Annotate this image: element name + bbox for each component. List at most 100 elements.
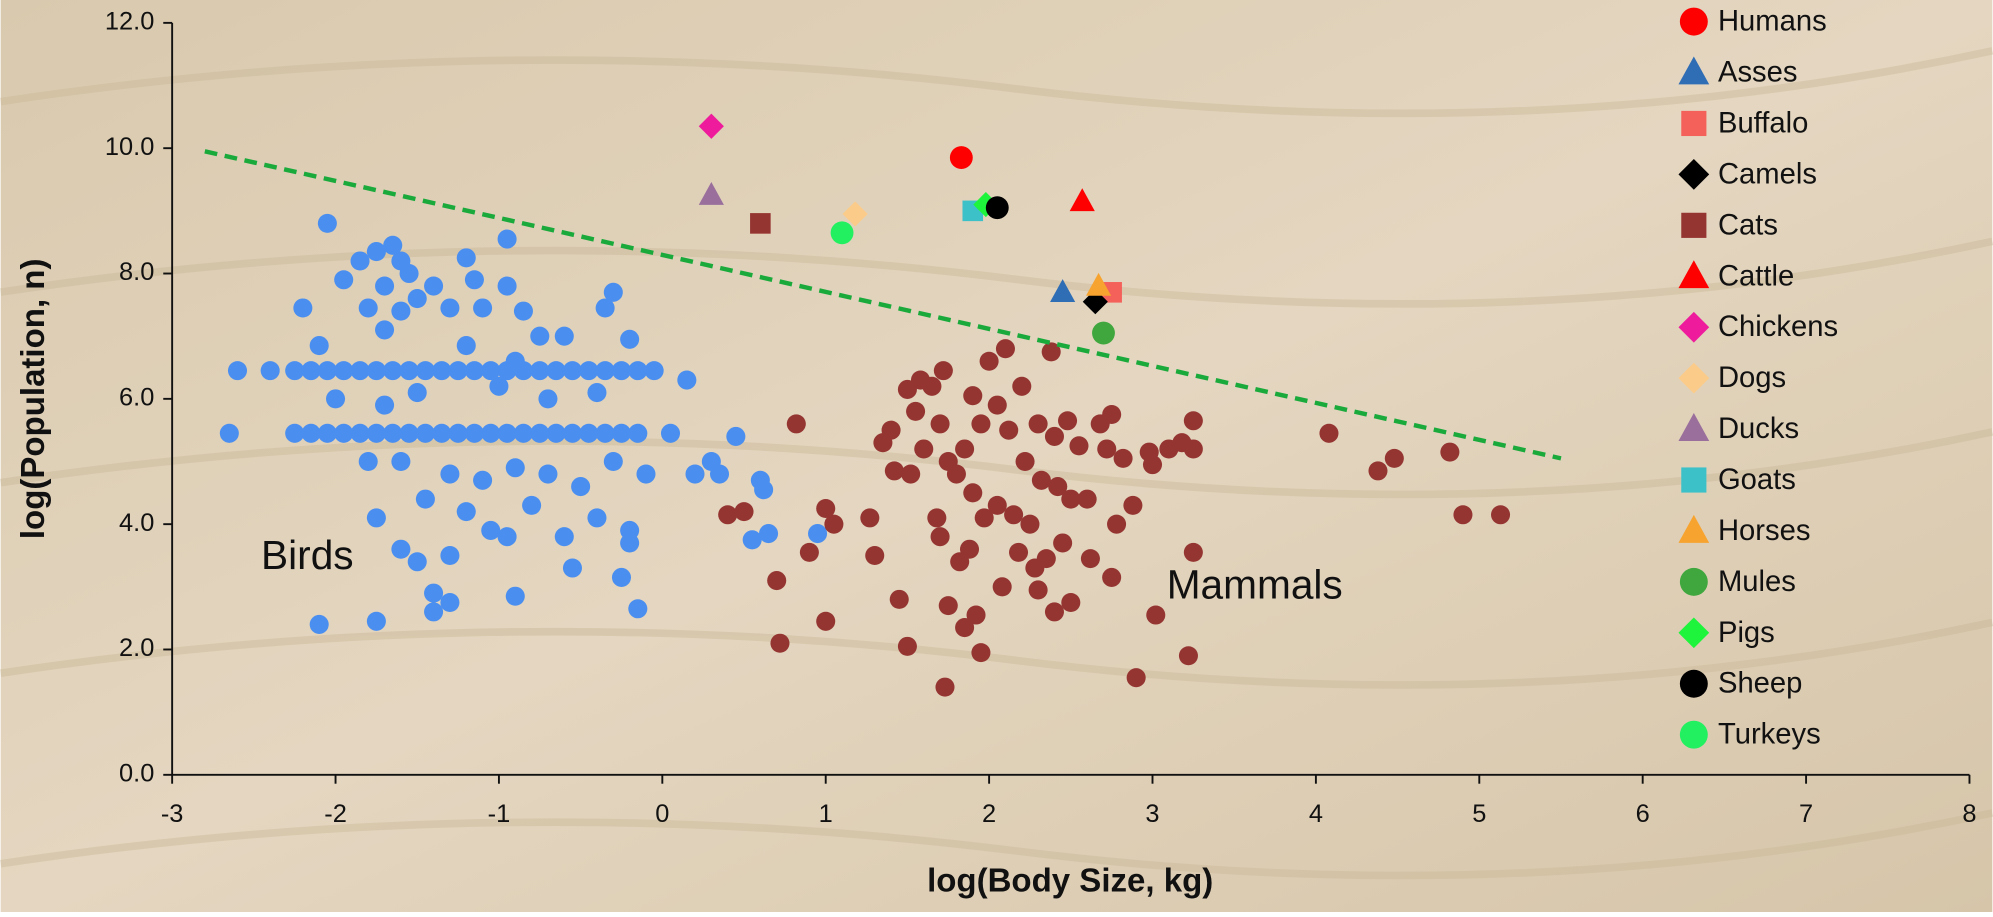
y-tick-label: 4.0 xyxy=(119,509,154,537)
data-point xyxy=(334,423,354,443)
data-point xyxy=(350,361,370,381)
data-point xyxy=(1102,404,1122,425)
data-point xyxy=(644,361,664,381)
legend-marker xyxy=(1678,260,1710,289)
data-point xyxy=(865,545,885,566)
data-point xyxy=(955,618,975,638)
data-point xyxy=(628,423,648,443)
data-point xyxy=(759,524,779,544)
data-point xyxy=(391,451,411,472)
data-point xyxy=(285,423,305,443)
y-tick-label: 2.0 xyxy=(119,634,154,662)
data-point xyxy=(963,483,983,503)
x-tick-label: 2 xyxy=(982,800,996,828)
data-point xyxy=(974,508,994,528)
data-point xyxy=(1183,439,1203,459)
data-point xyxy=(456,248,476,268)
x-axis-title: log(Body Size, kg) xyxy=(927,862,1213,899)
x-tick-label: 5 xyxy=(1472,800,1486,828)
data-point xyxy=(1077,489,1097,509)
annotation: Mammals xyxy=(1167,561,1343,607)
data-point xyxy=(595,423,615,443)
legend-marker xyxy=(1678,617,1710,649)
data-point xyxy=(407,552,427,572)
data-point xyxy=(227,361,248,381)
data-point xyxy=(1069,436,1089,456)
data-point xyxy=(383,423,403,443)
y-tick-label: 6.0 xyxy=(119,384,154,412)
data-point xyxy=(366,423,386,443)
data-point xyxy=(1080,549,1100,569)
data-point xyxy=(317,423,337,443)
data-point xyxy=(285,361,305,381)
data-point xyxy=(448,361,468,381)
x-tick-label: 3 xyxy=(1145,800,1159,828)
data-point xyxy=(1050,279,1076,303)
data-point xyxy=(473,298,493,318)
data-point xyxy=(350,251,370,271)
data-point xyxy=(546,361,566,381)
data-point xyxy=(971,414,991,434)
data-point xyxy=(767,571,787,591)
legend-marker xyxy=(1678,159,1710,190)
data-point xyxy=(562,361,582,381)
data-point xyxy=(933,361,953,381)
data-point xyxy=(1107,514,1127,534)
plot: 0.0 2.0 4.0 6.0 8.0 10.0 12.0 -3 -2 -1 0 1 2 3 4 5 6 7 8 xyxy=(105,8,1977,829)
data-point xyxy=(946,464,966,484)
data-point xyxy=(326,389,346,409)
data-point xyxy=(949,146,973,170)
data-point xyxy=(914,439,934,459)
legend-label: Asses xyxy=(1718,57,1798,89)
data-point xyxy=(1004,505,1024,525)
data-point xyxy=(546,423,566,443)
data-point xyxy=(985,196,1009,220)
data-point xyxy=(611,361,632,381)
data-point xyxy=(579,361,599,381)
data-point xyxy=(571,477,591,497)
data-point xyxy=(935,677,955,697)
data-point xyxy=(432,423,452,443)
data-point xyxy=(505,351,525,371)
data-point xyxy=(522,495,542,515)
data-point xyxy=(334,270,354,290)
reference-line xyxy=(204,149,1562,461)
x-tick-label: 0 xyxy=(655,800,669,828)
data-point xyxy=(407,289,427,309)
data-point xyxy=(1053,533,1073,553)
legend-label: Horses xyxy=(1718,515,1811,547)
data-point xyxy=(884,461,904,481)
data-point xyxy=(358,298,378,318)
data-point xyxy=(603,451,623,472)
data-point xyxy=(497,423,517,443)
legend-label: Dogs xyxy=(1718,362,1786,394)
legend-marker xyxy=(1678,413,1710,441)
data-point xyxy=(992,577,1012,597)
legend: Humans Asses Buffalo Camels Cats Cattle Chicke… xyxy=(1678,6,1838,751)
data-point xyxy=(901,464,921,484)
data-point xyxy=(358,451,378,472)
data-point xyxy=(366,361,386,381)
data-point xyxy=(1015,451,1035,472)
data-point xyxy=(1061,489,1081,509)
data-point xyxy=(698,182,724,205)
data-point xyxy=(1061,592,1081,613)
legend-label: Mules xyxy=(1718,566,1796,598)
data-point xyxy=(770,633,790,653)
data-point xyxy=(309,336,329,356)
data-point xyxy=(1113,448,1133,468)
data-point xyxy=(1041,342,1061,362)
data-point xyxy=(999,420,1019,440)
data-point xyxy=(1092,321,1115,345)
data-point xyxy=(955,439,975,459)
legend-label: Sheep xyxy=(1718,668,1802,700)
data-point xyxy=(334,361,354,381)
data-point xyxy=(538,389,558,409)
data-point xyxy=(497,276,517,296)
data-point xyxy=(922,376,942,396)
data-point xyxy=(973,192,999,218)
data-point xyxy=(718,505,738,525)
data-point xyxy=(530,326,550,346)
data-point xyxy=(309,614,329,634)
